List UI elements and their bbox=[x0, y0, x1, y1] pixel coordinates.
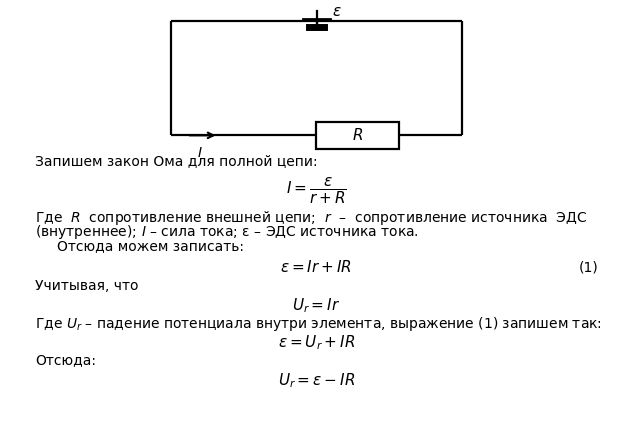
Text: Отсюда:: Отсюда: bbox=[35, 353, 96, 368]
Text: Запишем закон Ома для полной цепи:: Запишем закон Ома для полной цепи: bbox=[35, 154, 317, 168]
Text: Учитывая, что: Учитывая, что bbox=[35, 278, 139, 293]
Text: $I$: $I$ bbox=[196, 146, 203, 160]
Text: Отсюда можем записать:: Отсюда можем записать: bbox=[57, 239, 244, 253]
Text: (внутреннее); $I$ – сила тока; ε – ЭДС источника тока.: (внутреннее); $I$ – сила тока; ε – ЭДС и… bbox=[35, 223, 418, 241]
Text: $U_r = \varepsilon - IR$: $U_r = \varepsilon - IR$ bbox=[278, 371, 355, 390]
Text: $I = \dfrac{\varepsilon}{r + R}$: $I = \dfrac{\varepsilon}{r + R}$ bbox=[286, 176, 347, 206]
Text: $R$: $R$ bbox=[352, 127, 363, 143]
Text: $\varepsilon = Ir + IR$: $\varepsilon = Ir + IR$ bbox=[280, 259, 353, 275]
Text: Где  $R$  сопротивление внешней цепи;  $r$  –  сопротивление источника  ЭДС: Где $R$ сопротивление внешней цепи; $r$ … bbox=[35, 209, 587, 227]
Bar bbox=[316, 122, 399, 149]
Text: $U_r = Ir$: $U_r = Ir$ bbox=[292, 296, 341, 315]
Text: Где $U_r$ – падение потенциала внутри элемента, выражение (1) запишем так:: Где $U_r$ – падение потенциала внутри эл… bbox=[35, 315, 602, 332]
Text: $\varepsilon$: $\varepsilon$ bbox=[332, 4, 342, 19]
Text: $\varepsilon = U_r + IR$: $\varepsilon = U_r + IR$ bbox=[278, 333, 355, 352]
Text: (1): (1) bbox=[579, 260, 598, 275]
